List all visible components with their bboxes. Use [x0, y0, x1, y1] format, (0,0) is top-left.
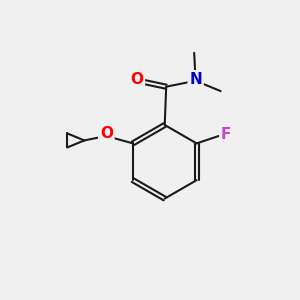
- Text: N: N: [189, 72, 202, 87]
- Text: O: O: [130, 72, 143, 87]
- Text: F: F: [221, 127, 231, 142]
- Text: O: O: [100, 126, 113, 141]
